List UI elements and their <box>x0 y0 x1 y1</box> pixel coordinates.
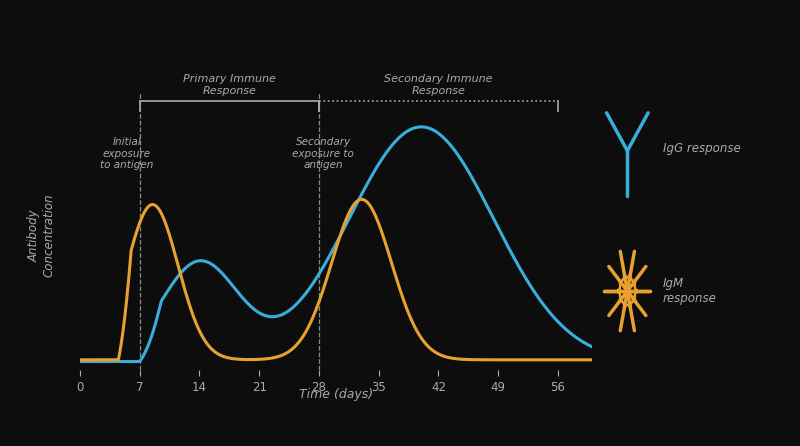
Text: IgG response: IgG response <box>662 142 741 155</box>
Text: Primary Immune
Response: Primary Immune Response <box>183 74 276 96</box>
Text: Antibody
Concentration: Antibody Concentration <box>27 194 56 277</box>
Text: Secondary Immune
Response: Secondary Immune Response <box>384 74 493 96</box>
Text: IgM
response: IgM response <box>662 277 717 305</box>
Text: Initial
exposure
to antigen: Initial exposure to antigen <box>100 137 154 170</box>
Text: Secondary
exposure to
antigen: Secondary exposure to antigen <box>292 137 354 170</box>
Text: Time (days): Time (days) <box>299 388 373 401</box>
